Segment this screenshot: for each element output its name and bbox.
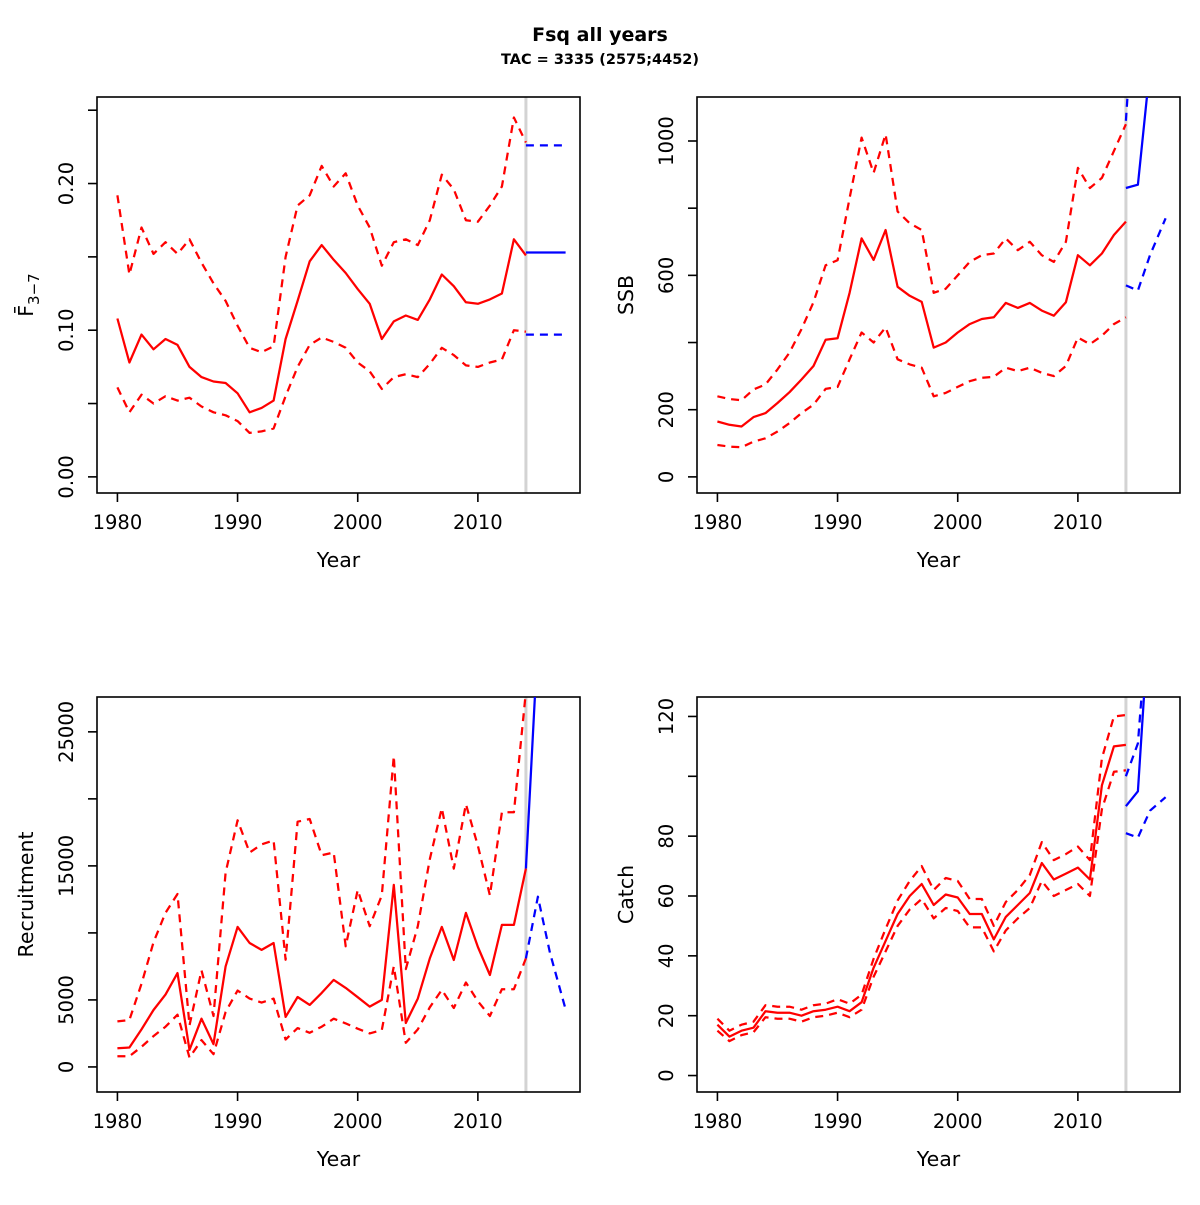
plot-border bbox=[96, 96, 581, 494]
series-lower-ci-line bbox=[117, 957, 527, 1059]
x-tick-label: 2010 bbox=[1053, 511, 1103, 534]
x-tick-label: 1980 bbox=[93, 1110, 143, 1133]
series-forecast-median-line bbox=[524, 697, 537, 869]
y-tick-label: 15000 bbox=[55, 835, 78, 897]
y-axis-title: Recruitment bbox=[14, 832, 38, 958]
y-tick-label: 120 bbox=[655, 698, 678, 735]
series-median-line bbox=[717, 220, 1127, 428]
y-tick-label: 25000 bbox=[55, 701, 78, 763]
y-tick-label: 0.20 bbox=[55, 162, 78, 205]
series-forecast-upper-ci-line bbox=[1124, 697, 1143, 777]
x-tick-label: 2000 bbox=[933, 511, 983, 534]
y-tick-label: 0 bbox=[655, 471, 678, 483]
series-forecast-median-line bbox=[1125, 697, 1146, 807]
y-tick-label: 20 bbox=[655, 1003, 678, 1028]
y-tick-label: 0.00 bbox=[55, 455, 78, 498]
y-tick-label: 60 bbox=[655, 884, 678, 909]
x-axis-title: Year bbox=[316, 1147, 361, 1171]
panel-fbar: 1980 1990 2000 2010 0.00 0.10 0.20 Year F̄3−7 bbox=[13, 96, 581, 572]
x-tick-label: 1980 bbox=[693, 1110, 743, 1133]
series-group bbox=[116, 116, 566, 435]
y-tick-label: 600 bbox=[655, 257, 678, 294]
series-lower-ci-line bbox=[717, 316, 1127, 449]
series-median-line bbox=[116, 238, 527, 414]
x-tick-label: 2010 bbox=[453, 1110, 503, 1133]
x-axis-title: Year bbox=[316, 548, 361, 572]
x-tick-label: 1990 bbox=[813, 1110, 863, 1133]
x-axis-title: Year bbox=[916, 1147, 961, 1171]
panel-ssb: 1980 1990 2000 2010 0 200 600 1000 Year SSB bbox=[614, 96, 1181, 572]
x-tick-label: 1980 bbox=[93, 511, 143, 534]
y-tick-label: 1000 bbox=[655, 116, 678, 166]
series-group bbox=[717, 97, 1167, 449]
figure-title: Fsq all years bbox=[532, 24, 668, 46]
panel-catch: 1980 1990 2000 2010 0 20 40 60 80 120 Year Catch bbox=[614, 696, 1181, 1171]
series-forecast-lower-ci-line bbox=[1125, 217, 1167, 292]
plot-border bbox=[696, 696, 1181, 1093]
x-tick-label: 1990 bbox=[813, 511, 863, 534]
y-axis-title: Catch bbox=[614, 865, 638, 924]
y-tick-label: 40 bbox=[655, 943, 678, 968]
series-upper-ci-line bbox=[716, 713, 1127, 1032]
x-tick-label: 2000 bbox=[333, 1110, 383, 1133]
figure-subtitle: TAC = 3335 (2575;4452) bbox=[501, 52, 699, 68]
x-tick-label: 2000 bbox=[333, 511, 383, 534]
y-tick-label: 80 bbox=[655, 824, 678, 849]
series-upper-ci-line bbox=[717, 123, 1127, 402]
y-tick-label: 0 bbox=[55, 1061, 78, 1073]
x-tick-label: 1990 bbox=[213, 511, 263, 534]
y-axis-title: SSB bbox=[614, 275, 638, 315]
x-tick-label: 2000 bbox=[933, 1110, 983, 1133]
plot-border bbox=[696, 96, 1181, 494]
y-axis-title: F̄3−7 bbox=[13, 273, 43, 316]
series-upper-ci-line bbox=[116, 116, 527, 354]
x-axis-title: Year bbox=[916, 548, 961, 572]
x-tick-label: 2010 bbox=[1053, 1110, 1103, 1133]
series-forecast-lower-ci-line bbox=[524, 895, 567, 1010]
series-forecast-lower-ci-line bbox=[1125, 796, 1167, 839]
panel-recruitment: 1980 1990 2000 2010 0 5000 15000 25000 Year Recru… bbox=[14, 696, 581, 1171]
plot-border bbox=[96, 696, 581, 1093]
x-tick-label: 2010 bbox=[453, 511, 503, 534]
y-tick-label: 0.10 bbox=[55, 308, 78, 351]
series-group bbox=[716, 697, 1167, 1043]
series-median-line bbox=[716, 743, 1127, 1038]
y-tick-label: 200 bbox=[655, 391, 678, 428]
series-forecast-median-line bbox=[1125, 97, 1149, 190]
series-lower-ci-line bbox=[116, 329, 527, 435]
x-tick-label: 1990 bbox=[213, 1110, 263, 1133]
series-group bbox=[117, 697, 567, 1059]
y-tick-label: 0 bbox=[655, 1069, 678, 1081]
y-tick-label: 5000 bbox=[55, 975, 78, 1025]
series-lower-ci-line bbox=[716, 769, 1127, 1043]
series-median-line bbox=[117, 868, 528, 1052]
x-tick-label: 1980 bbox=[693, 511, 743, 534]
